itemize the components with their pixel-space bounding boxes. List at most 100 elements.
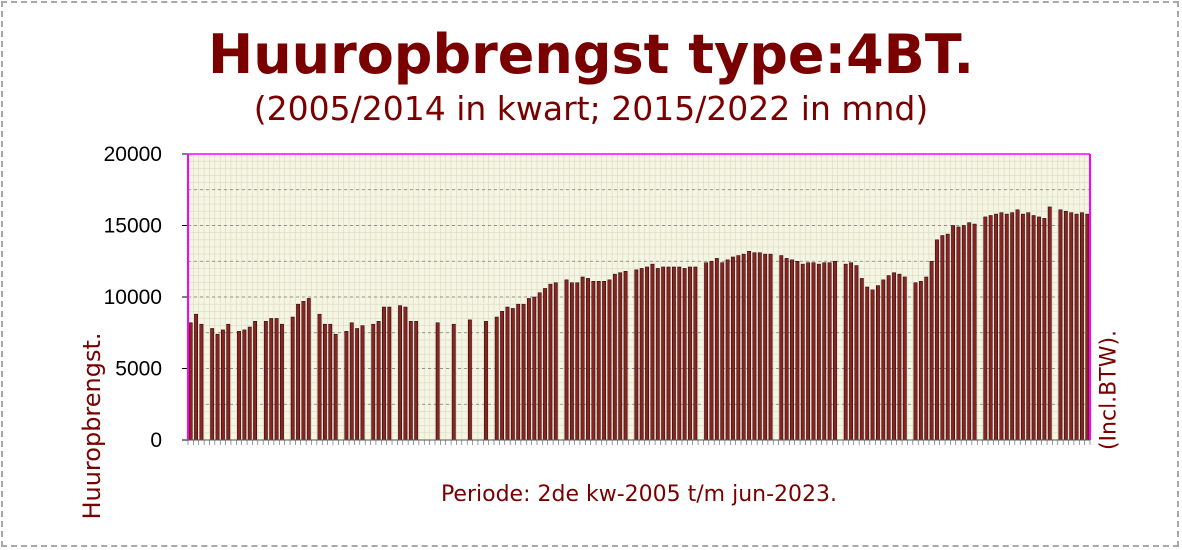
bar: [274, 318, 279, 441]
bar: [376, 321, 381, 441]
bar: [897, 273, 902, 441]
y-axis-label: Huuropbrengst.: [78, 332, 106, 520]
bar: [961, 225, 966, 441]
bar: [661, 266, 666, 441]
y-tick-label: 0: [150, 429, 162, 452]
bar: [768, 253, 773, 441]
x-axis-label: Periode: 2de kw-2005 t/m jun-2023.: [440, 482, 838, 507]
bar: [655, 268, 660, 441]
bar: [553, 282, 558, 441]
bar: [408, 321, 413, 441]
bar: [929, 261, 934, 441]
bar: [280, 323, 284, 441]
bar: [741, 253, 746, 441]
bar: [398, 305, 402, 441]
bar: [671, 266, 676, 441]
bar: [317, 313, 322, 441]
y-tick-label: 15000: [104, 215, 162, 238]
bar: [296, 303, 300, 441]
bar: [849, 262, 853, 441]
bar: [1031, 215, 1036, 441]
bar: [371, 323, 376, 441]
bar: [972, 223, 977, 441]
bar: [537, 292, 542, 441]
bar: [612, 273, 617, 441]
bar: [242, 329, 247, 441]
bar: [247, 326, 252, 441]
bar: [607, 279, 612, 441]
bar: [344, 331, 349, 441]
bar: [634, 269, 639, 441]
bar: [747, 250, 751, 441]
x-axis-ticks: [187, 440, 1091, 445]
bar: [591, 281, 596, 441]
bar: [924, 276, 929, 441]
bar: [870, 289, 875, 441]
bar: [521, 303, 526, 441]
bar: [1074, 213, 1079, 441]
bar: [645, 266, 649, 441]
bar: [322, 323, 327, 441]
y-tick-label: 10000: [104, 286, 162, 309]
bar: [816, 263, 821, 441]
bar: [945, 233, 950, 441]
bar: [484, 321, 488, 441]
bar: [806, 262, 811, 441]
bar: [999, 212, 1004, 441]
bar: [355, 328, 360, 441]
bar: [795, 261, 800, 441]
bar: [688, 266, 692, 441]
bar: [666, 266, 671, 441]
bar: [854, 265, 859, 441]
bar: [682, 268, 687, 441]
bar: [618, 272, 623, 441]
bar: [467, 319, 472, 441]
bar: [1047, 206, 1052, 441]
bar: [532, 296, 537, 441]
bar: [822, 262, 827, 441]
bar: [602, 281, 607, 441]
bar: [414, 321, 419, 441]
bar: [913, 282, 918, 441]
bar: [269, 318, 274, 441]
bar: [902, 276, 907, 441]
y-tick-label: 5000: [115, 358, 162, 381]
bar: [833, 261, 837, 441]
bar: [623, 271, 628, 441]
bar: [510, 308, 515, 441]
bar: [677, 266, 682, 441]
bar: [1015, 209, 1020, 441]
bar: [704, 262, 709, 441]
bar: [886, 275, 891, 441]
bar: [301, 301, 306, 441]
bar: [714, 258, 719, 441]
bar: [596, 281, 601, 441]
bar: [580, 276, 585, 441]
bar: [1085, 213, 1090, 441]
bar: [994, 213, 998, 441]
bar: [403, 306, 408, 441]
bar: [790, 259, 794, 441]
bar: [543, 288, 547, 441]
y-axis-ticks: 0 5000 10000 15000 20000: [104, 143, 188, 452]
bar: [435, 322, 440, 441]
bar: [387, 306, 392, 441]
bar: [220, 329, 225, 441]
bar: [188, 322, 193, 441]
bar: [210, 328, 215, 441]
bar: [1004, 213, 1009, 441]
bar: [199, 323, 204, 441]
bar: [575, 282, 580, 441]
y2-axis-label: (Incl.BTW).: [1096, 329, 1122, 451]
bar: [988, 215, 993, 441]
bar: [720, 262, 725, 441]
bar: [940, 235, 945, 441]
bar: [983, 216, 988, 441]
grid-lines: [187, 154, 1091, 440]
bar: [1010, 212, 1015, 441]
bar: [731, 256, 735, 441]
bar: [263, 321, 268, 441]
bar: [1037, 216, 1041, 441]
bar: [253, 321, 258, 441]
